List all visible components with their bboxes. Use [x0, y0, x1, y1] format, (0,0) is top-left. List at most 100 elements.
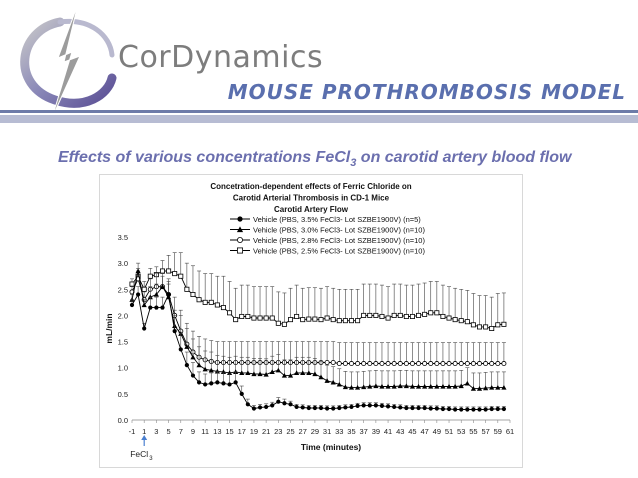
- data-point: [434, 383, 440, 389]
- data-point: [330, 379, 336, 385]
- data-point: [477, 407, 482, 412]
- data-point: [257, 315, 263, 321]
- data-point: [270, 403, 275, 408]
- data-point: [483, 324, 489, 330]
- slide-subtitle: Effects of various concentrations FeCl3 …: [58, 149, 571, 169]
- data-point: [428, 383, 434, 389]
- data-point: [208, 299, 214, 305]
- data-point: [203, 382, 208, 387]
- data-point: [318, 317, 324, 323]
- data-point: [397, 383, 403, 389]
- data-point: [373, 361, 379, 367]
- data-point: [245, 370, 251, 376]
- data-point: [300, 317, 306, 323]
- data-point: [422, 383, 428, 389]
- data-point: [452, 317, 458, 323]
- data-point: [257, 405, 263, 410]
- data-point: [403, 361, 409, 367]
- data-point: [281, 321, 287, 327]
- data-point: [263, 315, 269, 321]
- chart-title-line: Concetration-dependent effects of Ferric…: [210, 182, 411, 191]
- data-point: [239, 391, 244, 396]
- data-point: [495, 384, 501, 390]
- data-point: [184, 344, 190, 349]
- data-point: [233, 380, 238, 385]
- y-tick-label: 0.5: [118, 390, 128, 399]
- data-point: [415, 383, 422, 389]
- data-point: [495, 406, 500, 412]
- data-point: [239, 370, 245, 376]
- data-point: [227, 382, 232, 387]
- data-point: [483, 361, 489, 367]
- data-point: [281, 372, 288, 378]
- data-point: [446, 361, 452, 367]
- data-point: [190, 354, 196, 360]
- data-point: [404, 405, 409, 411]
- data-point: [312, 316, 318, 322]
- data-point: [409, 313, 415, 319]
- x-tick-label: 37: [360, 427, 368, 436]
- data-point: [294, 404, 299, 410]
- data-point: [367, 383, 373, 389]
- subtitle-subscript: 3: [350, 157, 357, 170]
- data-point: [202, 299, 208, 305]
- data-point: [208, 367, 214, 373]
- data-point: [239, 313, 245, 319]
- data-point: [470, 322, 476, 328]
- data-point: [251, 315, 257, 321]
- y-tick-label: 3.0: [118, 259, 128, 268]
- data-point: [306, 370, 312, 376]
- legend-entry: Vehicle (PBS, 3.5% FeCl3- Lot SZBE1900V)…: [253, 215, 421, 224]
- legend-marker: [237, 216, 243, 222]
- data-point: [154, 305, 159, 310]
- data-point: [440, 313, 446, 319]
- legend-marker: [236, 237, 243, 244]
- x-tick-label: 49: [433, 427, 441, 436]
- x-tick-label: 45: [408, 427, 416, 436]
- data-point: [275, 320, 281, 326]
- data-point: [215, 380, 220, 385]
- data-point: [227, 310, 233, 316]
- data-point: [330, 359, 336, 365]
- data-point: [336, 318, 342, 324]
- x-tick-label: 11: [201, 427, 209, 436]
- data-point: [300, 370, 306, 376]
- x-tick-label: 1: [142, 427, 146, 436]
- x-tick-label: 29: [311, 427, 319, 436]
- x-tick-label: 7: [179, 427, 183, 436]
- data-point: [312, 405, 318, 411]
- data-point: [263, 371, 269, 377]
- data-point: [337, 405, 342, 411]
- data-point: [294, 370, 300, 376]
- data-point: [245, 313, 251, 319]
- data-point: [397, 361, 403, 367]
- x-tick-label: 5: [166, 427, 170, 436]
- series-group: [129, 262, 507, 391]
- data-point: [483, 385, 489, 391]
- data-point: [331, 406, 336, 411]
- data-point: [153, 291, 159, 297]
- data-point: [446, 383, 452, 389]
- data-point: [159, 268, 165, 274]
- data-point: [330, 317, 336, 323]
- data-point: [464, 361, 470, 367]
- x-tick-label: -1: [129, 427, 136, 436]
- y-tick-label: 0.0: [118, 416, 128, 425]
- data-point: [306, 405, 311, 411]
- data-point: [178, 347, 183, 352]
- data-point: [336, 361, 342, 367]
- data-point: [324, 406, 330, 411]
- data-point: [354, 384, 361, 390]
- data-point: [324, 378, 330, 383]
- data-point: [483, 407, 488, 412]
- x-tick-label: 43: [396, 427, 404, 436]
- data-point: [141, 302, 147, 308]
- data-point: [440, 406, 446, 412]
- annotation-subscript: 3: [149, 456, 153, 462]
- data-point: [501, 384, 507, 390]
- data-point: [257, 371, 263, 377]
- data-point: [251, 406, 257, 411]
- chart-title-line: Carotid Artery Flow: [274, 205, 349, 214]
- data-point: [142, 326, 147, 331]
- data-point: [453, 407, 458, 412]
